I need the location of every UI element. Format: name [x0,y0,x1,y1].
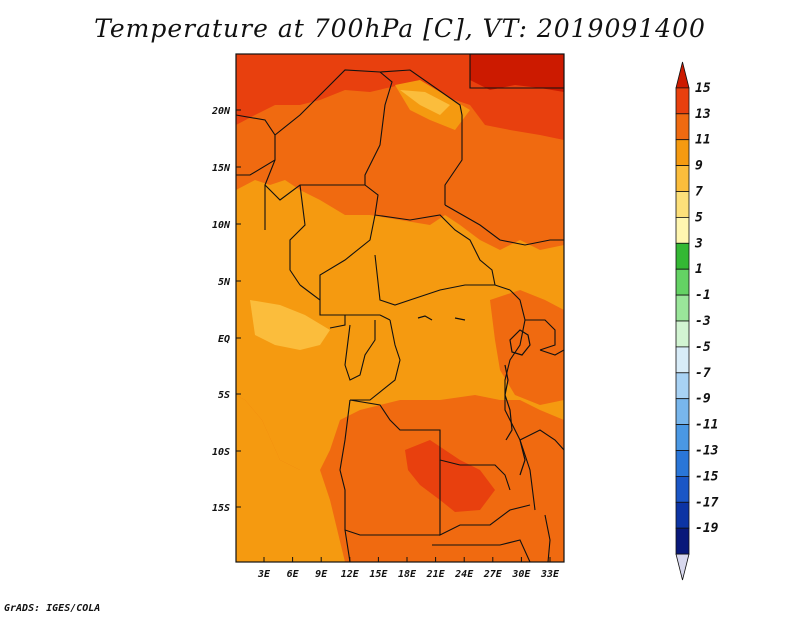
lat-label-10n: 10N [212,220,231,231]
colorbar-segment [675,113,690,141]
colorbar-label: 11 [695,133,711,148]
temperature-field [236,54,564,562]
colorbar-label: -1 [695,288,711,303]
colorbar-segment [675,268,690,296]
latitude-labels: 20N 15N 10N 5N EQ 5S 10S 15S [211,106,241,514]
lat-label-10s: 10S [212,447,230,458]
field-13-15-south [405,440,495,512]
colorbar-segment [675,216,690,244]
colorbar-segment [675,424,690,451]
country-borders [236,54,564,562]
lon-label-9e: 9E [315,569,328,580]
lon-label-24e: 24E [454,569,474,580]
colorbar-label: -13 [695,444,719,459]
colorbar-segment [675,294,690,322]
colorbar: 15 13 11 9 7 5 3 1 -1 -3 -5 -7 -9 -11 -13 -15 -17 -19 [675,61,719,581]
field-9-11-ocean-sw [236,395,345,562]
lon-label-6e: 6E [287,569,300,580]
colorbar-label: -15 [695,469,719,484]
grads-credit: GrADS: IGES/COLA [4,603,101,614]
lon-label-21e: 21E [426,569,446,580]
colorbar-label: -9 [695,392,711,407]
colorbar-bottom-triangle [675,553,690,581]
colorbar-segment [675,165,690,192]
lakes [417,315,531,476]
field-7-9-west [250,300,330,350]
lat-label-eq: EQ [218,334,230,345]
colorbar-segment [675,139,690,166]
colorbar-label: -17 [695,495,719,510]
colorbar-label: -5 [695,340,711,355]
lat-label-5n: 5N [218,277,231,288]
colorbar-label: -7 [695,366,711,381]
colorbar-segment [675,191,690,218]
colorbar-label: 15 [695,81,711,96]
colorbar-segment [675,372,690,400]
colorbar-label: 1 [695,262,703,277]
lon-label-15e: 15E [369,569,388,580]
colorbar-label: 3 [694,236,703,251]
colorbar-top-triangle [675,61,690,89]
colorbar-label: -11 [695,418,718,433]
lon-label-3e: 3E [257,569,271,580]
colorbar-segment [675,320,690,348]
map-title: Temperature at 700hPa [C], VT: 201909140… [94,14,706,43]
map-frame [235,53,565,563]
lat-label-15n: 15N [212,163,231,174]
field-gt15-northeast [470,54,564,92]
colorbar-label: 9 [695,159,703,174]
colorbar-segment [675,242,690,270]
colorbar-label: 5 [695,210,703,225]
lat-label-20n: 20N [211,106,231,117]
field-11-13-east [490,290,564,405]
colorbar-segment [675,450,690,477]
lon-label-12e: 12E [341,569,360,580]
longitude-labels: 3E 6E 9E 12E 15E 18E 21E 24E 27E 30E 33E [257,557,560,580]
lat-label-15s: 15S [212,503,230,514]
lon-label-18e: 18E [398,569,417,580]
field-7-9-blob-north [400,90,450,115]
lon-label-33e: 33E [540,569,560,580]
colorbar-segment [675,527,690,555]
colorbar-label: 7 [695,185,703,200]
colorbar-label: 13 [695,107,711,122]
colorbar-label: -19 [695,521,719,536]
lon-label-30e: 30E [511,569,531,580]
colorbar-segment [675,346,690,374]
lon-label-27e: 27E [483,569,503,580]
lat-label-5s: 5S [218,390,230,401]
colorbar-label: -3 [695,314,711,329]
colorbar-segment [675,501,690,529]
colorbar-segment [675,475,690,503]
colorbar-segment [675,87,690,115]
colorbar-segment [675,398,690,426]
